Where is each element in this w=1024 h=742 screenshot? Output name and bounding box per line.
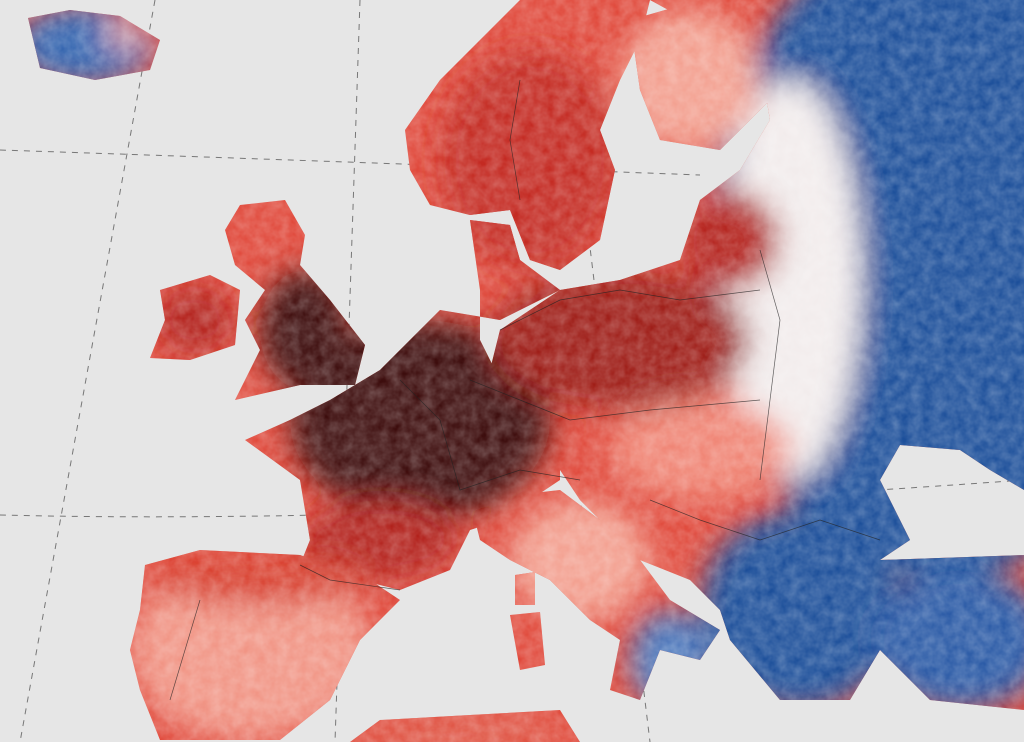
border-line bbox=[169, 599, 201, 701]
borders bbox=[169, 79, 881, 701]
border-line bbox=[499, 289, 761, 331]
border-line bbox=[399, 379, 581, 491]
border-line bbox=[299, 564, 401, 591]
border-line bbox=[649, 499, 881, 541]
border-line bbox=[759, 249, 781, 481]
graticule-line bbox=[19, 0, 156, 742]
border-line bbox=[509, 79, 521, 201]
border-line bbox=[469, 379, 761, 421]
graticule-line bbox=[334, 0, 361, 742]
